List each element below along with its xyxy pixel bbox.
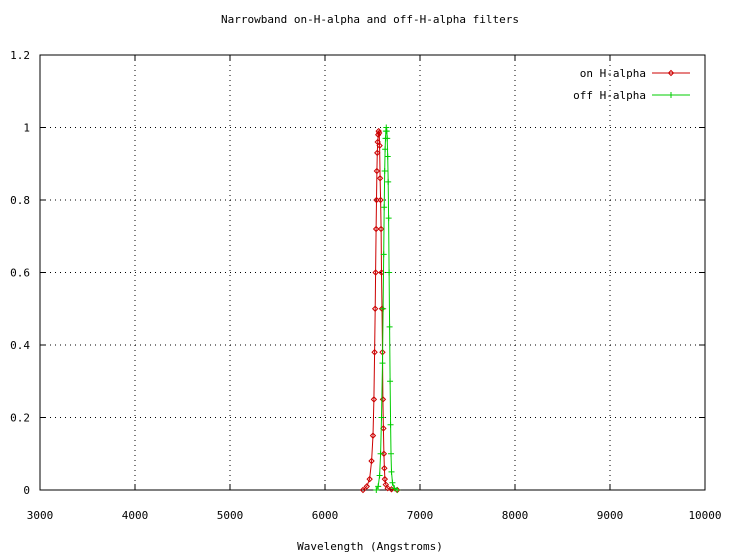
x-tick-label: 10000 bbox=[688, 509, 721, 522]
series-layer bbox=[359, 124, 401, 494]
data-point-off-h-alpha bbox=[377, 450, 384, 457]
legend-marker-on-h-alpha bbox=[667, 69, 675, 77]
data-point-on-h-alpha bbox=[372, 225, 380, 233]
plot-frame bbox=[39, 54, 706, 491]
data-point-off-h-alpha bbox=[380, 251, 387, 258]
data-point-on-h-alpha bbox=[371, 305, 379, 312]
data-point-on-h-alpha bbox=[369, 432, 377, 439]
data-point-off-h-alpha bbox=[388, 450, 395, 457]
legend-label-off-h-alpha: off H-alpha bbox=[573, 89, 646, 102]
data-point-off-h-alpha bbox=[387, 378, 394, 385]
x-tick-label: 8000 bbox=[502, 509, 529, 522]
data-point-off-h-alpha bbox=[383, 128, 390, 135]
data-point-off-h-alpha bbox=[375, 483, 382, 490]
y-tick-label: 1 bbox=[23, 122, 30, 135]
data-point-off-h-alpha bbox=[388, 468, 395, 475]
x-tick-label: 3000 bbox=[27, 509, 54, 522]
data-point-on-h-alpha bbox=[363, 483, 371, 490]
data-point-off-h-alpha bbox=[379, 360, 386, 367]
data-point-off-h-alpha bbox=[382, 146, 389, 153]
series-on-h-alpha bbox=[359, 127, 401, 494]
data-point-off-h-alpha bbox=[389, 479, 396, 486]
data-point-on-h-alpha bbox=[377, 196, 384, 204]
data-point-off-h-alpha bbox=[381, 168, 388, 174]
legend-label-on-h-alpha: on H-alpha bbox=[580, 67, 646, 80]
x-tick-label: 6000 bbox=[312, 509, 339, 522]
legend: on H-alpha off H-alpha bbox=[573, 67, 690, 102]
data-point-on-h-alpha bbox=[373, 196, 380, 204]
chart-title: Narrowband on-H-alpha and off-H-alpha fi… bbox=[221, 13, 519, 26]
data-point-on-h-alpha bbox=[375, 127, 382, 135]
data-point-on-h-alpha bbox=[374, 131, 382, 138]
tick-label-layer: 3000 4000 5000 6000 7000 8000 9000 10000 0 0.2 0.4… bbox=[10, 49, 721, 522]
data-point-off-h-alpha bbox=[386, 323, 393, 330]
y-tick-label: 0.8 bbox=[10, 194, 30, 207]
data-point-off-h-alpha bbox=[381, 204, 388, 211]
data-point-on-h-alpha bbox=[366, 475, 373, 483]
data-point-on-h-alpha bbox=[359, 486, 367, 494]
y-tick-label: 0.6 bbox=[10, 267, 30, 280]
data-point-on-h-alpha bbox=[374, 149, 381, 157]
data-point-off-h-alpha bbox=[378, 414, 385, 421]
data-point-off-h-alpha bbox=[385, 178, 392, 185]
y-tick-label: 1.2 bbox=[10, 49, 30, 62]
grid-layer bbox=[40, 55, 705, 490]
data-point-on-h-alpha bbox=[376, 142, 383, 149]
x-tick-label: 9000 bbox=[597, 509, 624, 522]
data-point-on-h-alpha bbox=[368, 457, 375, 465]
legend-marker-off-h-alpha bbox=[668, 92, 674, 98]
y-tick-label: 0.2 bbox=[10, 412, 30, 425]
data-point-on-h-alpha bbox=[371, 349, 378, 356]
data-point-on-h-alpha bbox=[380, 425, 387, 432]
series-off-h-alpha bbox=[373, 124, 401, 493]
data-point-on-h-alpha bbox=[384, 484, 391, 492]
x-tick-label: 7000 bbox=[407, 509, 434, 522]
y-tick-label: 0.4 bbox=[10, 339, 30, 352]
x-tick-label: 4000 bbox=[122, 509, 149, 522]
data-point-on-h-alpha bbox=[373, 167, 381, 175]
data-point-off-h-alpha bbox=[380, 305, 387, 312]
data-point-on-h-alpha bbox=[381, 465, 388, 472]
x-tick-label: 5000 bbox=[217, 509, 244, 522]
data-point-off-h-alpha bbox=[384, 153, 391, 160]
data-point-off-h-alpha bbox=[373, 487, 380, 493]
legend-sample-off-h-alpha bbox=[652, 92, 690, 98]
data-point-off-h-alpha bbox=[394, 487, 401, 493]
data-point-on-h-alpha bbox=[379, 396, 387, 403]
legend-sample-on-h-alpha bbox=[652, 69, 690, 77]
y-tick-label: 0 bbox=[23, 484, 30, 497]
data-point-on-h-alpha bbox=[375, 129, 383, 137]
data-point-off-h-alpha bbox=[376, 472, 383, 479]
data-point-on-h-alpha bbox=[377, 225, 385, 233]
series-line-on-h-alpha bbox=[362, 130, 398, 491]
data-point-off-h-alpha bbox=[384, 135, 391, 142]
data-point-off-h-alpha bbox=[387, 421, 394, 428]
data-point-on-h-alpha bbox=[372, 269, 379, 276]
data-point-on-h-alpha bbox=[381, 475, 389, 483]
data-point-off-h-alpha bbox=[385, 215, 392, 222]
data-point-on-h-alpha bbox=[370, 396, 378, 403]
data-point-off-h-alpha bbox=[386, 269, 393, 276]
data-point-on-h-alpha bbox=[376, 175, 384, 182]
x-axis-label: Wavelength (Angstroms) bbox=[297, 540, 443, 553]
data-point-on-h-alpha bbox=[378, 305, 386, 312]
data-point-on-h-alpha bbox=[380, 450, 388, 457]
